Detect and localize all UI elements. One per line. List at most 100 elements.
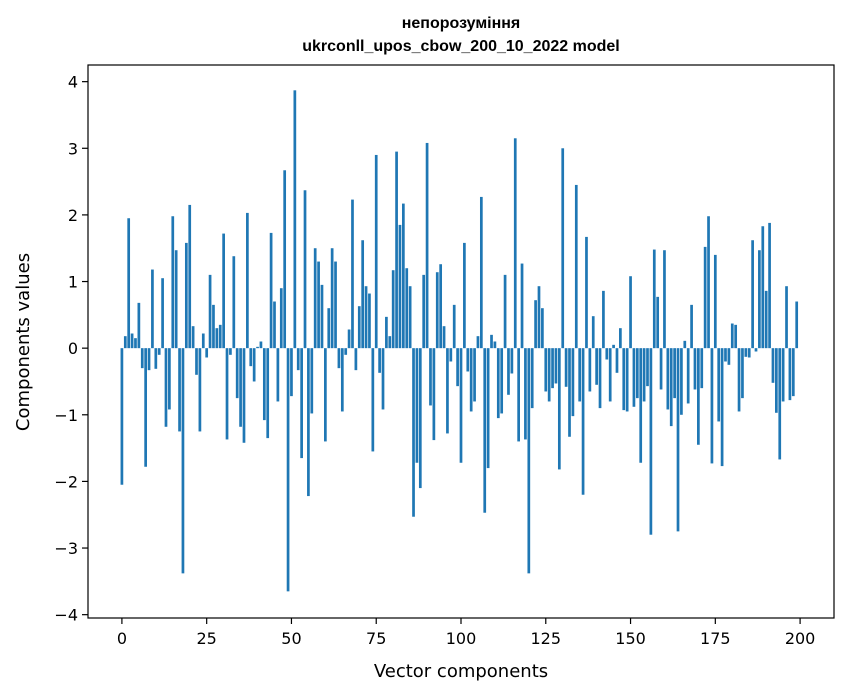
bar — [768, 222, 771, 349]
bar — [612, 344, 615, 349]
bar — [324, 348, 327, 442]
bar — [666, 348, 670, 410]
bar — [758, 250, 761, 349]
bar — [184, 242, 188, 349]
bar — [374, 154, 378, 349]
bar — [347, 329, 351, 349]
bar — [395, 151, 398, 349]
bar — [195, 348, 198, 375]
bar — [134, 338, 137, 349]
bar — [137, 302, 141, 349]
y-tick-label: −4 — [54, 606, 78, 625]
x-tick-label: 150 — [615, 629, 646, 648]
bar — [130, 333, 134, 349]
bar — [496, 348, 500, 419]
bar — [639, 348, 643, 463]
bar — [435, 272, 439, 349]
bar — [659, 348, 663, 390]
bar — [595, 348, 598, 385]
bar — [554, 348, 558, 384]
bar — [520, 263, 524, 349]
bar — [737, 348, 741, 412]
bar — [320, 284, 324, 349]
bar — [500, 348, 504, 414]
bar — [775, 348, 778, 413]
bar — [385, 316, 388, 349]
bar — [354, 348, 358, 371]
bar — [157, 348, 161, 355]
bar — [432, 348, 436, 441]
bar — [147, 348, 151, 371]
bar — [513, 138, 517, 349]
bar — [581, 348, 585, 495]
bar — [191, 326, 195, 349]
bar — [161, 278, 164, 349]
bar — [235, 348, 239, 399]
x-tick-label: 125 — [530, 629, 561, 648]
bar — [154, 348, 158, 369]
bar — [279, 288, 283, 349]
bar — [388, 336, 392, 349]
bar — [286, 348, 290, 592]
y-axis-label: Components values — [13, 253, 34, 431]
bar — [205, 348, 209, 358]
y-tick-label: 4 — [68, 73, 78, 92]
bar — [788, 348, 792, 401]
bars-group — [120, 90, 799, 592]
bar — [327, 308, 331, 349]
bar — [724, 348, 727, 362]
bar — [351, 199, 354, 349]
bar — [585, 236, 588, 349]
bar — [242, 348, 246, 443]
bar — [588, 348, 592, 392]
bar — [330, 248, 334, 349]
bar — [361, 240, 365, 349]
bar — [449, 348, 453, 362]
bar — [334, 261, 337, 349]
bar — [754, 348, 758, 352]
bar — [507, 348, 510, 395]
bar — [127, 218, 131, 349]
bar — [541, 308, 544, 349]
bar — [215, 328, 219, 349]
bar — [364, 286, 368, 349]
bar — [551, 348, 554, 389]
bar — [408, 286, 412, 349]
bar — [164, 348, 168, 427]
bar — [459, 348, 463, 463]
bar — [178, 348, 181, 432]
bar — [473, 348, 476, 402]
bar — [402, 203, 405, 349]
bar — [676, 348, 680, 532]
bar — [503, 274, 507, 349]
bar — [683, 340, 687, 349]
bar — [578, 348, 582, 402]
bar — [537, 286, 541, 349]
x-axis: 0 25 50 75 100 125 150 175 200 — [117, 618, 815, 648]
bar — [693, 348, 697, 390]
y-tick-label: 3 — [68, 139, 78, 158]
bar — [625, 348, 629, 412]
bar — [781, 348, 785, 402]
y-tick-label: −2 — [54, 472, 78, 491]
bar — [415, 348, 419, 463]
bar — [313, 248, 317, 349]
bar — [680, 348, 683, 415]
bar — [517, 348, 520, 442]
bar — [652, 249, 656, 349]
bar — [123, 336, 127, 349]
bar — [317, 261, 320, 349]
bar — [608, 348, 612, 402]
bar — [730, 323, 734, 349]
bar — [710, 348, 714, 464]
bar — [188, 204, 192, 349]
bar — [452, 304, 456, 349]
x-axis-label: Vector components — [374, 661, 548, 682]
bar — [425, 142, 429, 349]
x-tick-label: 100 — [446, 629, 477, 648]
chart-title: непорозуміння — [402, 15, 521, 32]
bar — [527, 348, 531, 574]
bar — [635, 348, 639, 399]
bar — [744, 348, 748, 357]
